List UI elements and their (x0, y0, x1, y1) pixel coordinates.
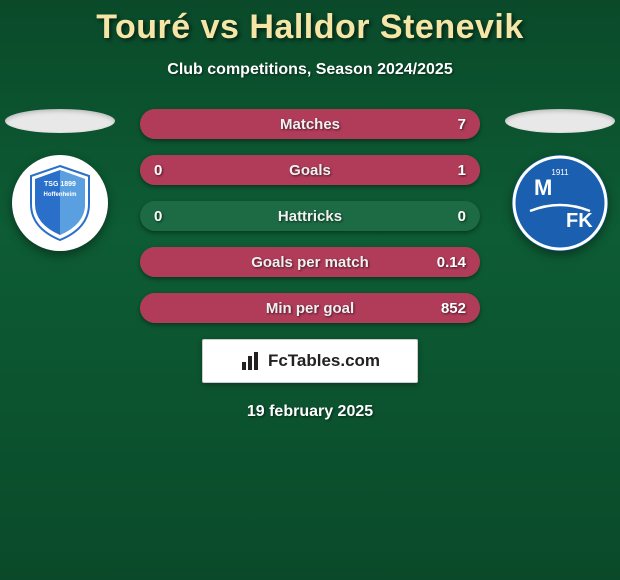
comparison-subtitle: Club competitions, Season 2024/2025 (0, 61, 620, 79)
svg-text:M: M (534, 175, 552, 200)
content-area: TSG 1899 Hoffenheim M FK 1911 Matches70G… (0, 109, 620, 421)
svg-text:1911: 1911 (551, 168, 569, 177)
source-logo: FcTables.com (202, 339, 418, 383)
player-right-column: M FK 1911 (500, 109, 620, 251)
stat-row: Goals per match0.14 (140, 247, 480, 277)
stat-row: Matches7 (140, 109, 480, 139)
stat-value-left: 0 (154, 162, 202, 179)
source-logo-text: FcTables.com (268, 351, 380, 371)
player-left-column: TSG 1899 Hoffenheim (0, 109, 120, 251)
molde-badge-icon: M FK 1911 (512, 155, 608, 251)
stat-label: Matches (202, 116, 418, 133)
stat-value-right: 0 (418, 208, 466, 225)
stat-value-right: 852 (418, 300, 466, 317)
stat-row: 0Hattricks0 (140, 201, 480, 231)
stat-label: Hattricks (202, 208, 418, 225)
hoffenheim-shield-icon: TSG 1899 Hoffenheim (25, 164, 95, 242)
club-badge-left: TSG 1899 Hoffenheim (12, 155, 108, 251)
svg-text:FK: FK (566, 210, 593, 232)
comparison-date: 19 february 2025 (0, 403, 620, 421)
player-left-placeholder (5, 109, 115, 133)
stat-row: Min per goal852 (140, 293, 480, 323)
stat-label: Goals per match (202, 254, 418, 271)
club-badge-right: M FK 1911 (512, 155, 608, 251)
stat-value-left: 0 (154, 208, 202, 225)
stat-value-right: 7 (418, 116, 466, 133)
stat-row: 0Goals1 (140, 155, 480, 185)
bars-chart-icon (240, 350, 262, 372)
stat-label: Min per goal (202, 300, 418, 317)
stats-list: Matches70Goals10Hattricks0Goals per matc… (140, 109, 480, 323)
player-right-placeholder (505, 109, 615, 133)
stat-value-right: 1 (418, 162, 466, 179)
comparison-title: Touré vs Halldor Stenevik (0, 0, 620, 47)
svg-text:TSG 1899: TSG 1899 (44, 181, 76, 188)
stat-label: Goals (202, 162, 418, 179)
stat-value-right: 0.14 (418, 254, 466, 271)
svg-text:Hoffenheim: Hoffenheim (44, 192, 77, 198)
